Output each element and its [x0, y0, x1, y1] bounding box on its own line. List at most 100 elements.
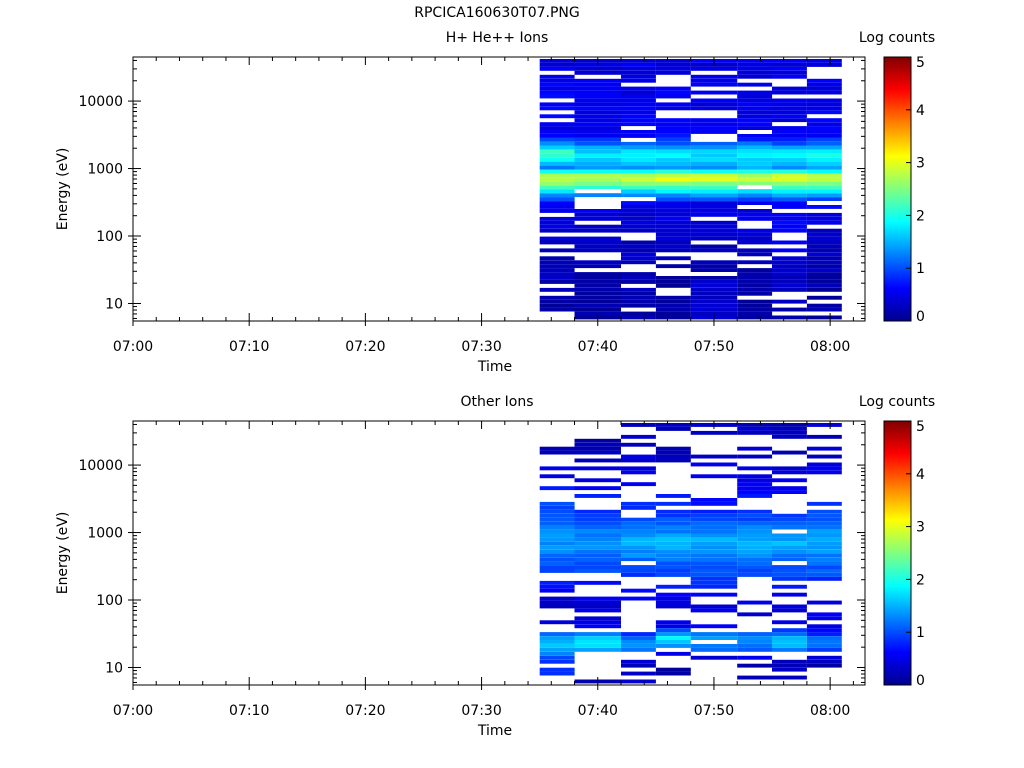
heatmap-cell [690, 565, 738, 569]
heatmap-cell [539, 216, 575, 221]
heatmap-cell [737, 600, 773, 605]
heatmap-cell [574, 157, 621, 162]
heatmap-cell [574, 580, 621, 585]
heatmap-cell [690, 580, 738, 585]
heatmap-cell [690, 632, 738, 636]
heatmap-cell [772, 545, 807, 550]
heatmap-cell [737, 446, 773, 451]
heatmap-cell [737, 517, 773, 522]
heatmap-cell [574, 557, 621, 562]
heatmap-cell [655, 177, 691, 182]
heatmap-cell [574, 307, 621, 312]
heatmap-cell [539, 106, 575, 111]
heatmap-cell [737, 149, 773, 154]
heatmap-cell [574, 287, 621, 292]
heatmap-cell [772, 537, 807, 542]
heatmap-cell [690, 181, 738, 186]
heatmap-cell [772, 667, 807, 672]
heatmap-cell [539, 185, 575, 190]
heatmap-cell [574, 513, 621, 518]
heatmap-cell [772, 169, 807, 174]
y-tick-label: 1000 [87, 526, 123, 542]
heatmap-cell [655, 149, 691, 154]
heatmap-cell [539, 501, 575, 506]
heatmap-cell [737, 137, 773, 142]
heatmap-cell [772, 248, 807, 253]
heatmap-cell [655, 276, 691, 280]
heatmap-cell [806, 78, 842, 83]
heatmap-cell [690, 78, 738, 83]
heatmap-cell [806, 220, 842, 225]
heatmap-cell [806, 181, 842, 186]
heatmap-cell [772, 434, 807, 439]
heatmap-cell [737, 193, 773, 198]
heatmap-cell [806, 126, 842, 130]
y-tick-label: 1000 [87, 162, 123, 178]
heatmap-cell [772, 102, 807, 107]
heatmap-cell [806, 106, 842, 111]
heatmap-cell [772, 59, 807, 63]
heatmap-cell [621, 565, 656, 569]
heatmap-cell [772, 430, 807, 435]
heatmap-cell [806, 545, 842, 550]
heatmap-cell [539, 228, 575, 233]
heatmap-cell [655, 228, 691, 233]
heatmap-cell [772, 260, 807, 265]
heatmap-cell [621, 74, 656, 79]
heatmap-cell [737, 640, 773, 644]
heatmap-cell [737, 573, 773, 577]
heatmap-cell [539, 446, 575, 451]
heatmap-cell [655, 454, 691, 459]
heatmap-cell [655, 561, 691, 565]
heatmap-cell [539, 272, 575, 276]
heatmap-cell [539, 205, 575, 209]
heatmap-cell [690, 149, 738, 154]
heatmap-cell [690, 212, 738, 217]
heatmap-cell [539, 201, 575, 205]
heatmap-cell [806, 244, 842, 249]
heatmap-cell [621, 134, 656, 138]
heatmap-cell [772, 584, 807, 589]
heatmap-cell [621, 256, 656, 261]
heatmap-cell [737, 173, 773, 178]
heatmap-cell [539, 102, 575, 107]
heatmap-cell [539, 276, 575, 280]
heatmap-cell [737, 248, 773, 253]
heatmap-cell [737, 169, 773, 174]
heatmap-cell [621, 470, 656, 475]
colorbar-tick-label: 2 [916, 208, 925, 224]
heatmap-cell [574, 212, 621, 217]
heatmap-cell [574, 224, 621, 229]
heatmap-cell [772, 423, 807, 427]
heatmap-cell [574, 647, 621, 652]
heatmap-cell [690, 303, 738, 308]
page-title: RPCICA160630T07.PNG [414, 5, 580, 21]
heatmap-cell [655, 201, 691, 205]
heatmap-cell [655, 632, 691, 636]
heatmap-cell [539, 264, 575, 269]
heatmap-cell [772, 212, 807, 217]
heatmap-cell [737, 212, 773, 217]
heatmap-cell [574, 521, 621, 526]
heatmap-cell [806, 240, 842, 245]
heatmap-cell [690, 549, 738, 554]
heatmap-cell [737, 287, 773, 292]
heatmap-cell [806, 557, 842, 562]
heatmap-cell [737, 90, 773, 95]
heatmap-cell [574, 537, 621, 542]
heatmap-cell [655, 173, 691, 178]
heatmap-cell [655, 66, 691, 71]
heatmap-cell [539, 126, 575, 130]
heatmap-cell [574, 70, 621, 75]
heatmap-cell [539, 137, 575, 142]
heatmap-cell [772, 427, 807, 431]
heatmap-cell [737, 118, 773, 123]
heatmap-cell [737, 157, 773, 162]
heatmap-cell [772, 240, 807, 245]
heatmap-cell [806, 216, 842, 221]
heatmap-cell [621, 573, 656, 577]
colorbar-tick-label: 5 [916, 55, 925, 71]
heatmap-cell [655, 90, 691, 95]
heatmap-cell [737, 260, 773, 265]
heatmap-cell [574, 169, 621, 174]
